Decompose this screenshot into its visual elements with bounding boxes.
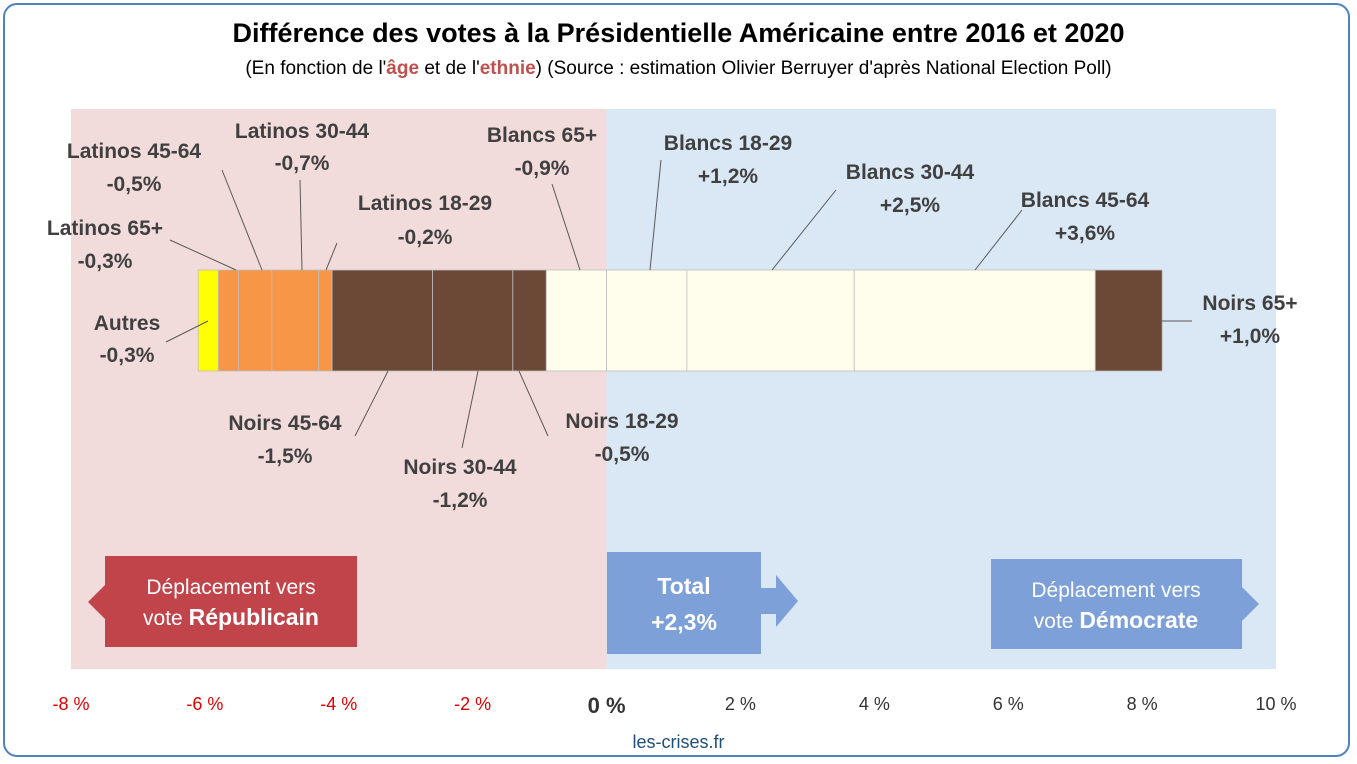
bar-segment-blancs-18-29 xyxy=(606,269,688,372)
subtitle-age: âge xyxy=(386,58,420,79)
leader-noirs-30-44 xyxy=(461,370,479,449)
total-value: +2,3% xyxy=(651,609,717,635)
total-label: Total xyxy=(657,573,710,599)
label-value-noirs-65-: +1,0% xyxy=(1220,325,1280,348)
label-name-latinos-30-44: Latinos 30-44 xyxy=(235,120,370,143)
democrat-box-bg xyxy=(991,559,1242,649)
total-arrow xyxy=(760,575,798,627)
label-name-noirs-45-64: Noirs 45-64 xyxy=(228,412,342,435)
democrat-box-bold: Démocrate xyxy=(1079,607,1198,633)
democrat-box-line2: vote Démocrate xyxy=(1034,607,1198,633)
leader-blancs-30-44 xyxy=(771,189,837,271)
subtitle-ethnie: ethnie xyxy=(479,58,536,79)
label-value-autres: -0,3% xyxy=(100,344,155,367)
x-tick-0: -8 % xyxy=(52,694,89,714)
bar-segment-blancs-30-44 xyxy=(686,269,855,372)
bar-segment-noirs-65- xyxy=(1094,269,1163,372)
republican-box-bg xyxy=(105,556,357,647)
label-value-latinos-30-44: -0,7% xyxy=(275,152,330,175)
label-value-blancs-18-29: +1,2% xyxy=(698,165,758,188)
leader-noirs-18-29 xyxy=(518,370,549,437)
total-box-bg xyxy=(607,552,761,654)
bar-segment-noirs-45-64 xyxy=(331,269,433,372)
stacked-bar xyxy=(197,269,1163,372)
x-tick-5: 2 % xyxy=(725,694,756,714)
leader-noirs-45-64 xyxy=(354,370,389,437)
label-name-noirs-18-29: Noirs 18-29 xyxy=(565,410,678,433)
chart-title: Différence des votes à la Présidentielle… xyxy=(232,18,1125,48)
label-name-latinos-18-29: Latinos 18-29 xyxy=(358,192,492,215)
label-value-blancs-45-64: +3,6% xyxy=(1055,222,1115,245)
x-tick-1: -6 % xyxy=(186,694,223,714)
bar-segment-noirs-30-44 xyxy=(432,269,514,372)
label-name-blancs-18-29: Blancs 18-29 xyxy=(664,132,792,155)
x-tick-8: 8 % xyxy=(1127,694,1158,714)
leader-autres xyxy=(165,320,209,343)
republican-box-line2: vote Républicain xyxy=(143,604,319,630)
bar-segment-autres xyxy=(197,269,219,372)
label-value-blancs-65-: -0,9% xyxy=(515,157,570,180)
segment-labels: Autres -0,3% Latinos 65+ -0,3% Latinos 45-64… xyxy=(47,120,1298,512)
label-name-latinos-45-64: Latinos 45-64 xyxy=(67,140,202,163)
x-tick-7: 6 % xyxy=(993,694,1024,714)
bar-segment-latinos-30-44 xyxy=(271,269,320,372)
democrat-box-line1: Déplacement vers xyxy=(1031,579,1200,602)
label-value-latinos-18-29: -0,2% xyxy=(398,226,453,249)
label-name-autres: Autres xyxy=(94,312,161,335)
republican-box-prefix: vote xyxy=(143,607,189,630)
x-tick-3: -2 % xyxy=(454,694,491,714)
republican-arrow xyxy=(88,585,105,619)
label-value-noirs-30-44: -1,2% xyxy=(433,489,488,512)
x-tick-4: 0 % xyxy=(588,693,626,718)
leader-blancs-18-29 xyxy=(649,159,662,271)
leader-latinos-30-44 xyxy=(299,179,303,271)
democrat-box: Déplacement vers vote Démocrate xyxy=(991,559,1259,649)
x-tick-2: -4 % xyxy=(320,694,357,714)
bar-segment-latinos-65- xyxy=(217,269,239,372)
subtitle-middle: et de l' xyxy=(419,58,480,79)
republican-box-bold: Républicain xyxy=(189,604,319,630)
subtitle-prefix: (En fonction de l' xyxy=(245,58,387,79)
label-name-blancs-45-64: Blancs 45-64 xyxy=(1021,189,1150,212)
x-axis-ticks: -8 % -6 % -4 % -2 % 0 % 2 % 4 % 6 % 8 % 10 % xyxy=(52,693,1296,718)
label-name-blancs-30-44: Blancs 30-44 xyxy=(846,161,975,184)
subtitle-suffix: ) (Source : estimation Olivier Berruyer … xyxy=(535,58,1112,79)
label-value-noirs-18-29: -0,5% xyxy=(595,443,650,466)
republican-box: Déplacement vers vote Républicain xyxy=(88,556,357,647)
leader-lines xyxy=(165,159,1192,449)
label-name-latinos-65-: Latinos 65+ xyxy=(47,217,163,240)
label-name-blancs-65-: Blancs 65+ xyxy=(487,124,597,147)
bar-segment-noirs-18-29 xyxy=(512,269,547,372)
leader-blancs-65- xyxy=(551,183,581,271)
bar-segment-latinos-45-64 xyxy=(237,269,273,372)
label-value-latinos-65-: -0,3% xyxy=(78,250,133,273)
footer-source: les-crises.fr xyxy=(632,732,725,752)
label-value-blancs-30-44: +2,5% xyxy=(880,194,940,217)
label-value-latinos-45-64: -0,5% xyxy=(107,173,162,196)
chart-frame xyxy=(3,3,1350,757)
label-value-noirs-45-64: -1,5% xyxy=(258,445,313,468)
leader-latinos-18-29 xyxy=(325,242,338,271)
total-box: Total +2,3% xyxy=(607,552,798,654)
chart-subtitle: (En fonction de l'âge et de l'ethnie) (S… xyxy=(0,58,1357,80)
label-name-noirs-65-: Noirs 65+ xyxy=(1202,292,1297,315)
democrat-box-prefix: vote xyxy=(1034,610,1080,633)
bar-segment-blancs-65- xyxy=(545,269,607,372)
leader-latinos-65- xyxy=(169,239,237,271)
democrat-arrow xyxy=(1242,587,1259,621)
republican-box-line1: Déplacement vers xyxy=(146,576,315,599)
bar-segment-blancs-45-64 xyxy=(853,269,1096,372)
x-tick-6: 4 % xyxy=(859,694,890,714)
leader-blancs-45-64 xyxy=(974,209,1023,271)
leader-latinos-45-64 xyxy=(221,169,263,271)
x-tick-9: 10 % xyxy=(1255,694,1296,714)
bar-segment-latinos-18-29 xyxy=(318,269,333,372)
label-name-noirs-30-44: Noirs 30-44 xyxy=(403,456,517,479)
